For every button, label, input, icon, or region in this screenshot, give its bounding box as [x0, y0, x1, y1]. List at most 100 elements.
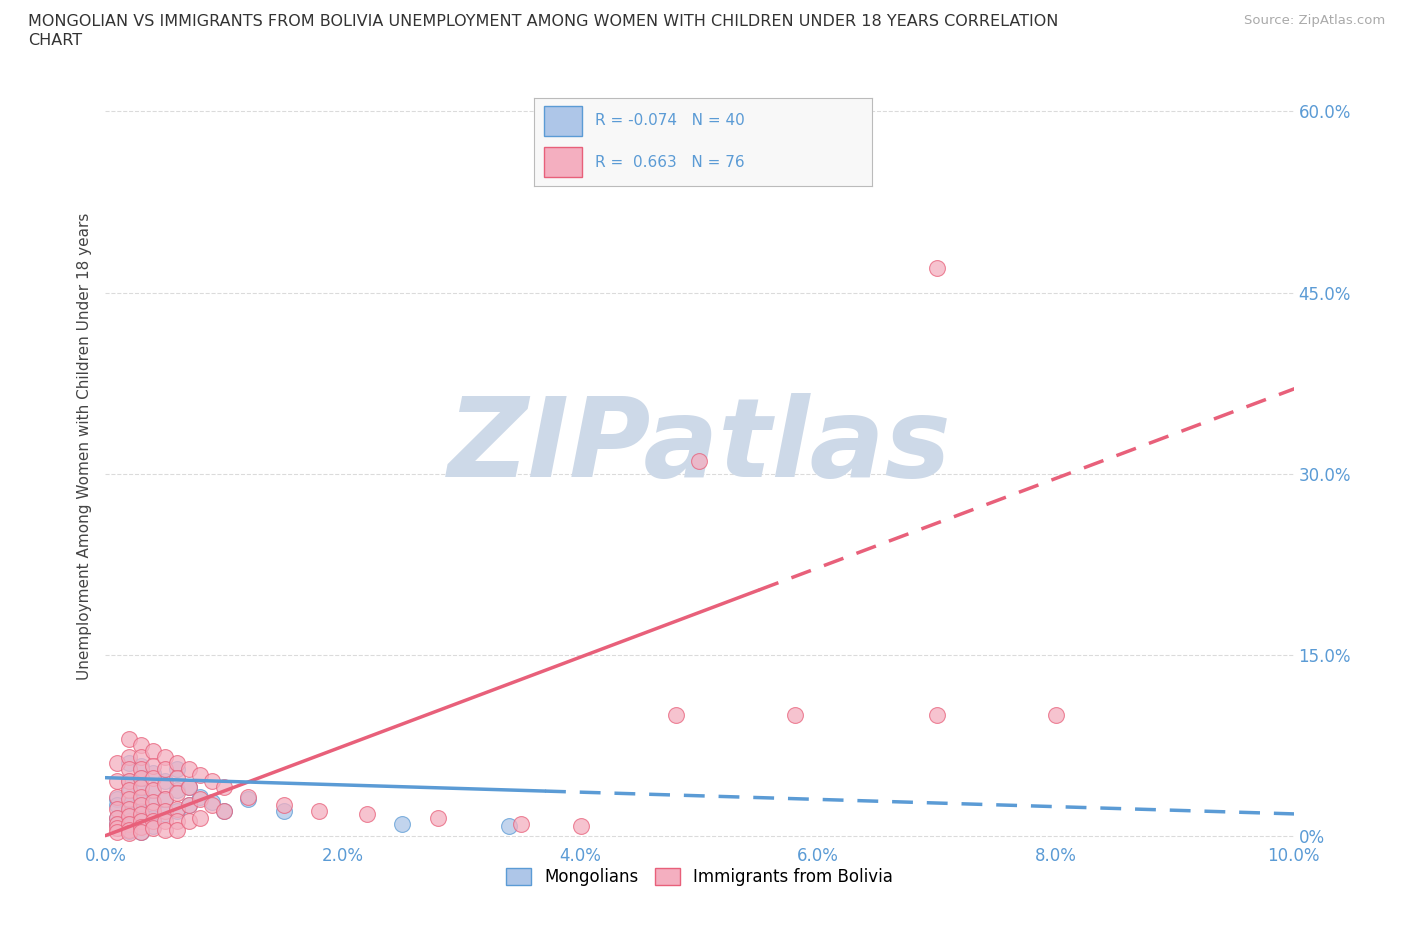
Point [129, 804, 152, 819]
Point [142, 794, 165, 809]
Point [190, 810, 212, 825]
Point [129, 811, 152, 826]
Point [356, 806, 378, 821]
Point [569, 818, 592, 833]
Point [118, 792, 141, 807]
Point [190, 790, 212, 804]
Point [166, 756, 188, 771]
Point [166, 782, 188, 797]
Point [201, 798, 224, 813]
Point [498, 818, 520, 833]
Point [105, 792, 128, 807]
Point [129, 780, 152, 795]
Point [118, 806, 141, 821]
Point [153, 806, 176, 821]
Point [118, 774, 141, 789]
Point [177, 798, 200, 813]
Point [129, 770, 152, 785]
Point [177, 762, 200, 777]
Point [129, 750, 152, 764]
Point [166, 762, 188, 777]
Point [105, 825, 128, 840]
Point [118, 756, 141, 771]
Point [142, 818, 165, 833]
Point [510, 817, 533, 831]
Point [118, 798, 141, 813]
Point [236, 792, 259, 807]
Point [105, 821, 128, 836]
Point [153, 822, 176, 837]
Point [177, 798, 200, 813]
Point [190, 768, 212, 783]
Point [118, 823, 141, 838]
Point [273, 798, 295, 813]
Text: Source: ZipAtlas.com: Source: ZipAtlas.com [1244, 14, 1385, 27]
Point [142, 821, 165, 836]
Point [927, 708, 949, 723]
Point [129, 819, 152, 834]
Point [190, 792, 212, 807]
Point [118, 814, 141, 829]
Point [129, 794, 152, 809]
Point [118, 822, 141, 837]
Text: ZIPatlas: ZIPatlas [447, 392, 952, 500]
Point [105, 817, 128, 831]
Point [118, 762, 141, 777]
Point [118, 802, 141, 817]
Point [236, 790, 259, 804]
Point [214, 804, 236, 819]
Point [142, 758, 165, 773]
Point [166, 804, 188, 819]
Point [153, 762, 176, 777]
Point [166, 814, 188, 829]
Point [142, 765, 165, 780]
Point [118, 732, 141, 747]
Point [118, 782, 141, 797]
Point [201, 774, 224, 789]
Point [142, 810, 165, 825]
Point [142, 804, 165, 819]
Text: CHART: CHART [28, 33, 82, 47]
Point [201, 794, 224, 809]
Point [105, 756, 128, 771]
Point [118, 750, 141, 764]
Point [153, 814, 176, 829]
Point [391, 817, 413, 831]
FancyBboxPatch shape [544, 106, 582, 136]
Point [665, 708, 688, 723]
Point [153, 804, 176, 819]
Point [129, 825, 152, 840]
Point [105, 810, 128, 825]
Point [142, 814, 165, 829]
Point [214, 804, 236, 819]
Point [142, 770, 165, 785]
FancyBboxPatch shape [544, 147, 582, 177]
Point [105, 817, 128, 831]
Point [214, 780, 236, 795]
Point [142, 798, 165, 813]
Point [153, 792, 176, 807]
Point [129, 806, 152, 821]
Point [105, 802, 128, 817]
Point [177, 780, 200, 795]
Point [142, 782, 165, 797]
Point [142, 782, 165, 797]
Point [105, 798, 128, 813]
Point [129, 818, 152, 833]
Text: R = -0.074   N = 40: R = -0.074 N = 40 [595, 113, 745, 128]
Point [427, 810, 450, 825]
Point [153, 777, 176, 792]
Point [118, 809, 141, 824]
Point [105, 774, 128, 789]
Point [1045, 708, 1067, 723]
Point [166, 802, 188, 817]
Point [927, 261, 949, 276]
Point [308, 804, 330, 819]
Point [129, 814, 152, 829]
Point [783, 708, 806, 723]
Point [129, 790, 152, 804]
Point [273, 804, 295, 819]
Point [105, 810, 128, 825]
Point [105, 790, 128, 804]
Text: MONGOLIAN VS IMMIGRANTS FROM BOLIVIA UNEMPLOYMENT AMONG WOMEN WITH CHILDREN UNDE: MONGOLIAN VS IMMIGRANTS FROM BOLIVIA UNE… [28, 14, 1059, 29]
